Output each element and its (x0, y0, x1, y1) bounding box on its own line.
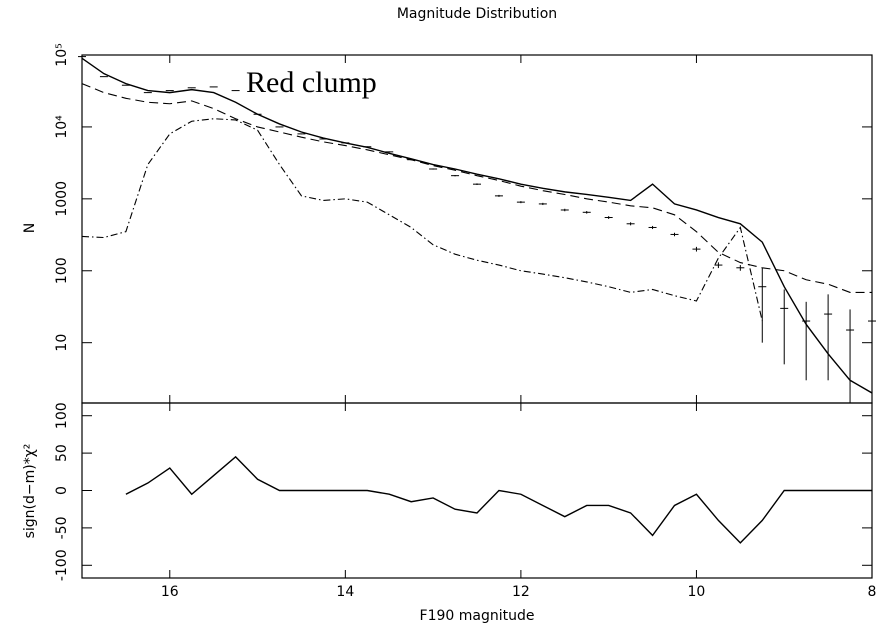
annotation: Red clump (246, 66, 377, 99)
plot-frame (81, 54, 873, 404)
series-line (82, 57, 872, 394)
y-tick-label: 50 (54, 444, 70, 462)
series-line (125, 455, 872, 544)
y-tick-label: 10⁵ (54, 43, 70, 66)
y-tick-label: -100 (54, 549, 70, 581)
y-tick-label: 0 (54, 486, 70, 495)
y-tick-label: 100 (54, 402, 70, 429)
x-tick-label: 12 (512, 584, 530, 600)
series-line (82, 83, 872, 293)
plot-frame (81, 402, 873, 579)
y-axis-label: N (22, 223, 38, 233)
y-axis-label: sign(d−m)*χ² (22, 444, 38, 539)
series-line (82, 118, 763, 322)
y-tick-label: 100 (54, 257, 70, 284)
x-tick-label: 8 (868, 584, 877, 600)
x-axis-label: F190 magnitude (420, 608, 535, 624)
y-tick-label: -50 (54, 516, 70, 539)
chart-title: Magnitude Distribution (397, 6, 557, 22)
y-tick-label: 10 (54, 334, 70, 352)
x-tick-label: 14 (336, 584, 354, 600)
x-tick-label: 16 (161, 584, 179, 600)
y-tick-label: 1000 (54, 181, 70, 217)
y-tick-label: 10⁴ (54, 115, 70, 139)
x-tick-label: 10 (688, 584, 706, 600)
